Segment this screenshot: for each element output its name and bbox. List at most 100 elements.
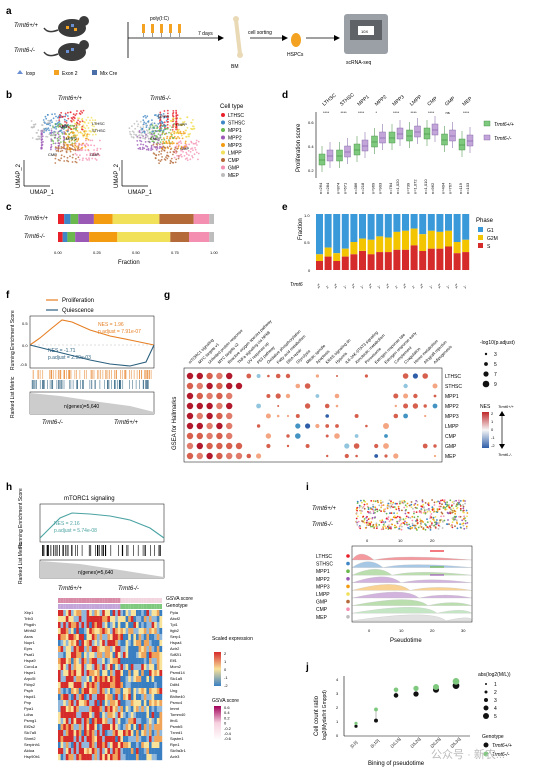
heat-cell [76,754,79,761]
heat-cell [130,634,134,641]
genotype-cell [143,604,147,609]
umap-cell [159,160,162,163]
umap-cell [46,136,49,138]
strip-cell [422,527,425,529]
umap-cell [163,142,166,145]
hspc-label: HSPCs [287,52,304,58]
umap-cell [90,116,93,119]
fraction-segment [189,232,210,242]
umap-cell [51,139,53,142]
umap-cell [169,142,172,145]
strip-cell [362,520,364,523]
heat-cell [68,634,72,641]
umap-cell [191,155,194,157]
phase-swatch-g1 [478,227,483,232]
heat-cell [81,718,85,725]
umap-cell [89,152,92,155]
hallmark-dot [226,372,233,380]
phase-segment [333,253,341,261]
phase-genotype-label: Trmt6 [290,282,303,288]
umap-cell [58,120,61,123]
heat-cell [143,706,147,713]
umap-cell [180,142,183,145]
strip-cell [420,523,423,525]
heat-cell [65,742,69,749]
strip-cell [380,521,383,524]
heat-cell [156,736,160,743]
heat-cell [97,688,100,695]
umap-cell [155,135,158,137]
strip-cell [429,520,432,523]
prolif-sig: ns [446,110,450,115]
strip-cell [459,500,462,502]
umap-cell [142,143,145,146]
hallmark-dot [266,443,271,449]
strip-cell [390,500,392,503]
heat-cell [141,610,144,617]
prolif-category-labels: LTHSC STHSC MPP1 MPP2 MPP3 LMPP CMP GMP MEP [321,92,474,108]
heat-cell [112,610,116,617]
phase-swatch-s [478,243,483,248]
prolif-n: n=1,010 [423,179,428,194]
strip-cell [459,503,462,506]
umap-cell [32,123,35,126]
phase-segment [427,214,435,231]
umap-cell [51,125,54,127]
heat-cell [125,616,129,623]
strip-cell [379,499,382,502]
gene-label: Psph [24,688,33,693]
prolif-box [326,149,334,162]
umap-cell [165,156,167,159]
umap-cell [87,127,90,129]
strip-cell [421,506,424,508]
gsva-cell [84,598,87,603]
heat-cell [110,694,113,701]
gsva-cell [128,598,131,603]
gsva-cell [76,598,79,603]
prolif-box [449,129,456,142]
heat-cell [76,718,79,725]
umap-cell [183,155,186,157]
gene-label: Ifrd1 [170,718,179,723]
heat-cell [78,670,82,677]
umap-cell [193,153,196,156]
strip-cell [438,508,441,511]
heat-cell [133,706,137,713]
heat-cell [86,694,90,701]
heat-cell [151,748,155,755]
umap-cell [187,133,190,136]
heat-cell [115,622,118,629]
strip-cell [388,520,391,523]
phase-segment [410,214,418,229]
heat-cell [143,736,147,743]
heat-cell [159,754,163,761]
heat-cell [138,634,142,641]
heat-cell [89,688,92,695]
heat-cell [141,718,144,725]
heat-cell [123,748,126,755]
umap-cell [91,139,94,142]
heat-cell [159,694,163,701]
heat-cell [68,742,72,749]
umap-cell [168,145,171,148]
heat-cell [138,754,142,761]
heat-cell [130,754,134,761]
strip-cell [372,523,375,526]
umap-cell [175,112,178,115]
strip-cell [452,510,455,513]
genotype-cell [151,604,155,609]
umap-cell [168,140,171,143]
umap-cell [190,148,192,150]
umap-cell [76,126,79,129]
heat-cell [97,700,100,707]
heat-cell [125,700,129,707]
ratio-point-ko [393,687,399,693]
heat-cell [115,724,118,731]
heat-cell [130,610,134,617]
fraction-tick: 0.00 [54,250,63,255]
umap-cell [56,147,58,149]
heat-cell [63,682,66,689]
heat-cell [107,742,111,749]
genotype-cell [65,604,69,609]
phase-genotype-tick: -/- [411,285,416,289]
